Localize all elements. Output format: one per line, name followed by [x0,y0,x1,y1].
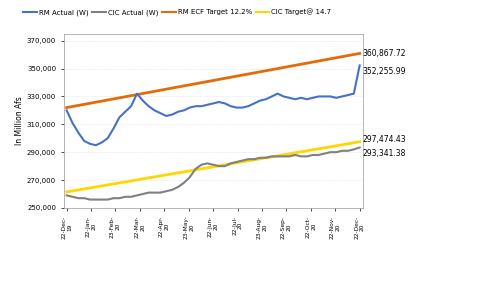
Text: 293,341.38: 293,341.38 [363,149,406,158]
CIC Target@ 14.7 [128,179,134,183]
CIC Target@ 14.7 [151,175,157,178]
CIC Actual (W) [87,198,93,201]
RM Actual (W) [163,114,169,118]
Text: 352,255.99: 352,255.99 [363,67,406,76]
RM Actual (W) [157,112,163,115]
CIC Actual (W) [281,155,287,158]
Legend: RM Actual (W), CIC Actual (W), RM ECF Target 12.2%, CIC Target@ 14.7: RM Actual (W), CIC Actual (W), RM ECF Ta… [20,6,334,19]
CIC Actual (W) [351,148,357,151]
CIC Target@ 14.7 [257,157,263,160]
Line: CIC Target@ 14.7: CIC Target@ 14.7 [67,142,360,192]
CIC Target@ 14.7 [357,140,363,144]
CIC Actual (W) [134,194,140,197]
CIC Target@ 14.7 [351,141,357,144]
RM Actual (W) [263,98,269,101]
RM Actual (W) [93,144,99,147]
RM ECF Target 12.2% [351,53,357,56]
RM ECF Target 12.2% [257,70,263,74]
Line: RM Actual (W): RM Actual (W) [67,65,360,145]
RM ECF Target 12.2% [157,89,163,92]
CIC Actual (W) [163,189,169,193]
RM ECF Target 12.2% [357,52,363,55]
RM ECF Target 12.2% [64,106,70,109]
RM ECF Target 12.2% [128,94,134,97]
CIC Target@ 14.7 [157,174,163,178]
CIC Actual (W) [157,191,163,194]
CIC Target@ 14.7 [64,190,70,194]
RM Actual (W) [351,92,357,95]
RM Actual (W) [134,92,140,95]
RM Actual (W) [64,109,70,112]
RM ECF Target 12.2% [275,67,281,70]
CIC Actual (W) [357,146,363,149]
CIC Actual (W) [64,194,70,197]
RM Actual (W) [357,64,363,67]
Y-axis label: In Million Afs: In Million Afs [15,96,24,145]
Line: CIC Actual (W): CIC Actual (W) [67,148,360,200]
Text: 297,474.43: 297,474.43 [363,135,406,144]
CIC Target@ 14.7 [275,154,281,157]
Line: RM ECF Target 12.2%: RM ECF Target 12.2% [67,53,360,108]
Text: 360,867.72: 360,867.72 [363,49,406,58]
CIC Actual (W) [263,156,269,159]
RM ECF Target 12.2% [151,90,157,93]
RM Actual (W) [281,95,287,98]
